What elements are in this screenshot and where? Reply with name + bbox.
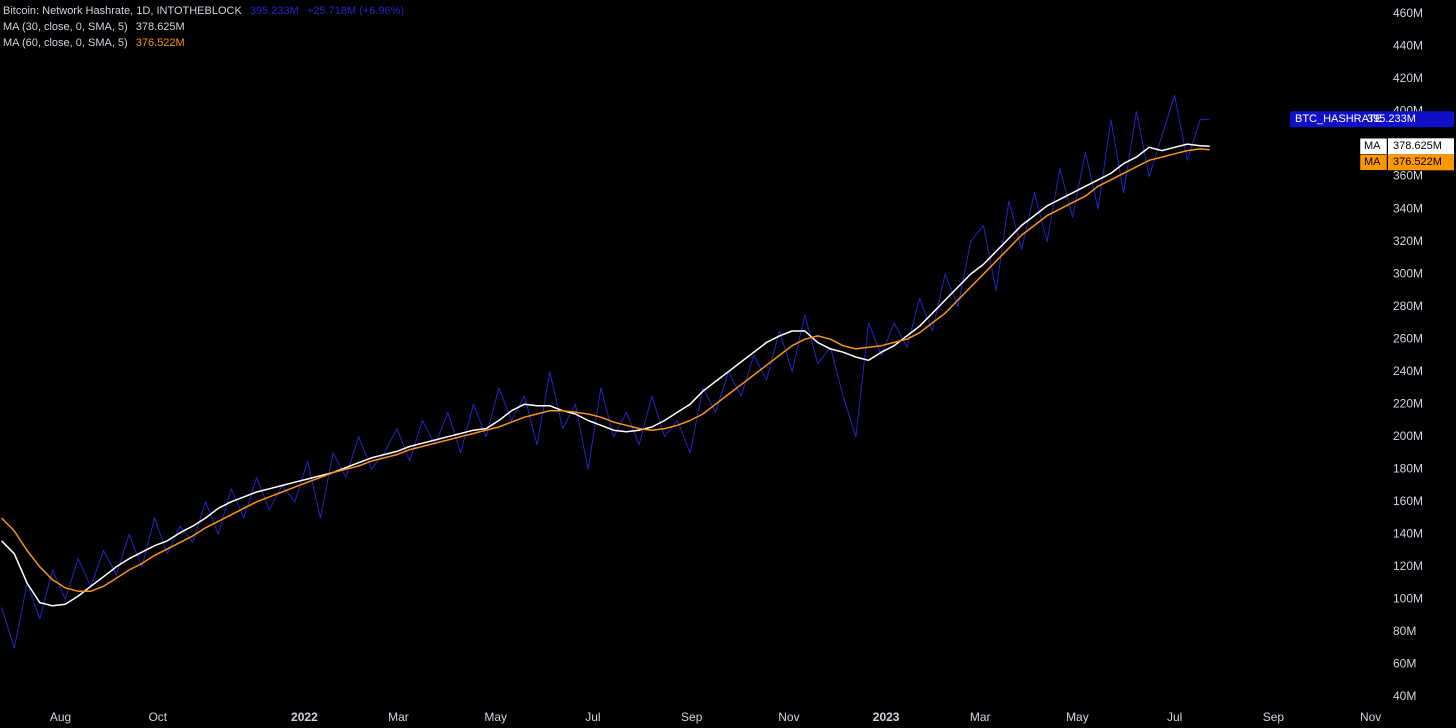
badge (1388, 154, 1454, 171)
series-line (1, 94, 1210, 649)
y-tick-label: 260M (1393, 331, 1423, 345)
x-tick-label: Mar (970, 710, 991, 724)
y-tick-label: 140M (1393, 526, 1423, 540)
badge (1359, 154, 1388, 171)
y-tick-label: 300M (1393, 266, 1423, 280)
x-tick-label: 2022 (291, 710, 318, 724)
y-tick-label: 220M (1393, 396, 1423, 410)
legend-row: MA (30, close, 0, SMA, 5) 378.625M (3, 19, 409, 35)
badge-value: 376.522M (1393, 156, 1442, 168)
last-value: 395.233M (249, 5, 299, 17)
badge (1388, 138, 1454, 155)
series-line (1, 143, 1210, 607)
y-tick-label: 360M (1393, 169, 1423, 183)
badge-name: BTC_HASHRATE (1295, 113, 1382, 125)
indicator-label: MA (60, close, 0, SMA, 5) (3, 37, 128, 49)
change: +25.718M (+6.96%) (306, 5, 405, 17)
y-tick-label: 100M (1393, 591, 1423, 605)
y-tick-label: 440M (1393, 39, 1423, 53)
y-tick-label: 280M (1393, 299, 1423, 313)
x-tick-label: 2023 (873, 710, 900, 724)
y-tick-label: 320M (1393, 234, 1423, 248)
y-tick-label: 420M (1393, 71, 1423, 85)
y-tick-label: 240M (1393, 364, 1423, 378)
x-tick-label: Sep (681, 710, 703, 724)
x-tick-label: Sep (1263, 710, 1285, 724)
badge-value: 395.233M (1367, 113, 1416, 125)
legend: Bitcoin: Network Hashrate, 1D, INTOTHEBL… (3, 3, 409, 51)
badge-name: MA (1364, 140, 1381, 152)
legend-row: Bitcoin: Network Hashrate, 1D, INTOTHEBL… (3, 3, 409, 19)
indicator-value: 378.625M (135, 21, 185, 33)
x-tick-label: May (1066, 710, 1089, 724)
x-tick-label: Oct (148, 710, 167, 724)
y-tick-label: 80M (1393, 624, 1416, 638)
indicator-value: 376.522M (135, 37, 185, 49)
chart-title: Bitcoin: Network Hashrate, 1D, INTOTHEBL… (3, 5, 242, 17)
x-tick-label: Nov (1360, 710, 1381, 724)
x-tick-label: Jul (585, 710, 600, 724)
x-tick-label: Aug (50, 710, 71, 724)
x-tick-label: Nov (778, 710, 799, 724)
x-tick-label: May (484, 710, 507, 724)
badge-name: MA (1364, 156, 1381, 168)
y-tick-label: 160M (1393, 494, 1423, 508)
x-tick-label: Jul (1167, 710, 1182, 724)
x-tick-label: Mar (388, 710, 409, 724)
badge-value: 378.625M (1393, 140, 1442, 152)
series-line (1, 148, 1210, 592)
y-tick-label: 40M (1393, 689, 1416, 703)
y-tick-label: 460M (1393, 6, 1423, 20)
y-tick-label: 60M (1393, 657, 1416, 671)
badge (1290, 111, 1454, 128)
y-tick-label: 200M (1393, 429, 1423, 443)
legend-row: MA (60, close, 0, SMA, 5) 376.522M (3, 35, 409, 51)
y-tick-label: 120M (1393, 559, 1423, 573)
indicator-label: MA (30, close, 0, SMA, 5) (3, 21, 128, 33)
y-tick-label: 180M (1393, 461, 1423, 475)
y-tick-label: 340M (1393, 201, 1423, 215)
